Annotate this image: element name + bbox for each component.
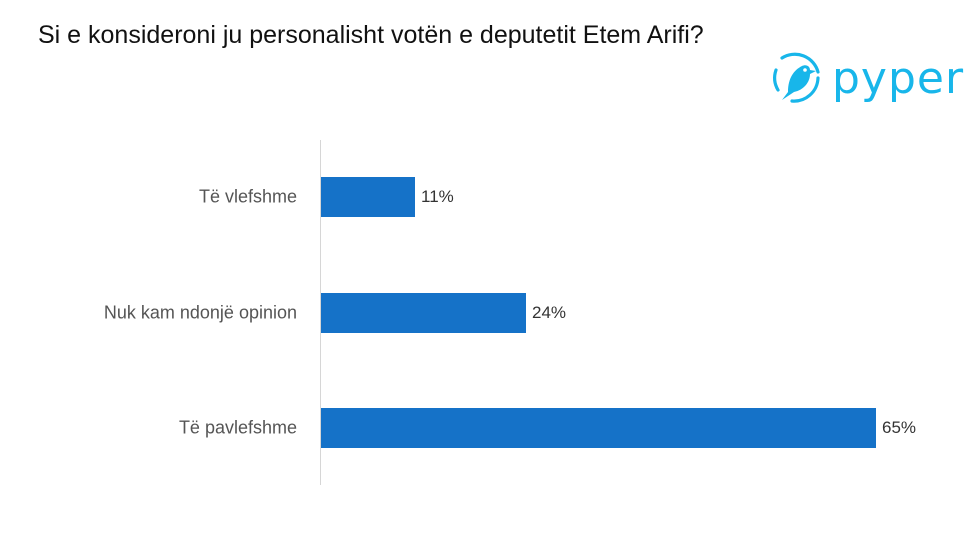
logo-text: pyper [832,52,965,104]
category-label: Nuk kam ndonjë opinion [103,302,297,323]
value-label: 65% [882,418,917,437]
value-label: 11% [421,187,454,206]
category-label: Të pavlefshme [178,417,297,438]
chart-title: Si e konsideroni ju personalisht votën e… [38,21,704,49]
bar-0 [321,177,415,217]
value-label: 24% [532,303,567,322]
y-axis-line [320,140,321,485]
category-label: Të vlefshme [198,186,297,207]
bar-2 [321,408,876,448]
pyper-logo: pyper [768,48,964,108]
bird-icon [773,52,820,103]
bar-1 [321,293,526,333]
